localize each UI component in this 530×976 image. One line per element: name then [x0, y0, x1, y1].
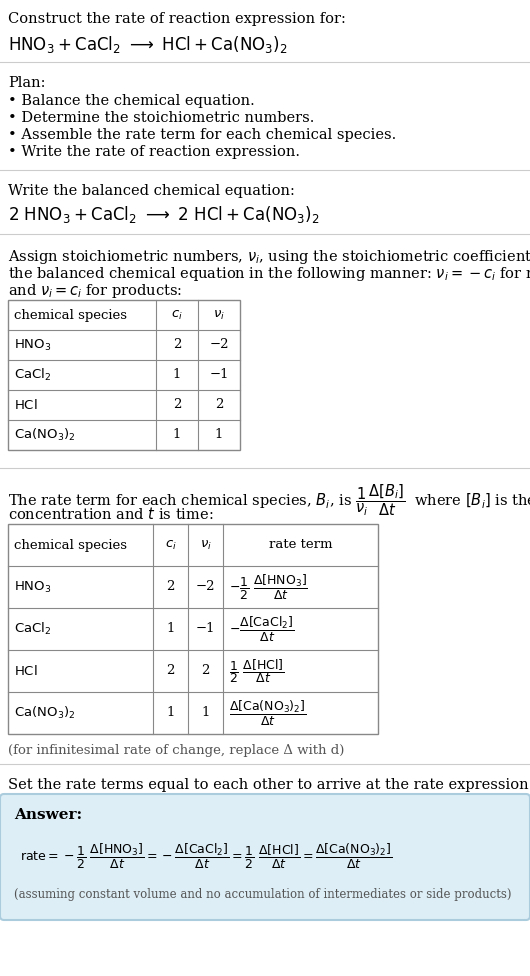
- Text: 2: 2: [166, 581, 175, 593]
- Text: 1: 1: [173, 428, 181, 441]
- Bar: [8, 524, 378, 734]
- Text: Assign stoichiometric numbers, $\nu_i$, using the stoichiometric coefficients, $: Assign stoichiometric numbers, $\nu_i$, …: [8, 248, 530, 266]
- Text: the balanced chemical equation in the following manner: $\nu_i = -c_i$ for react: the balanced chemical equation in the fo…: [8, 265, 530, 283]
- Text: $\mathrm{HCl}$: $\mathrm{HCl}$: [14, 398, 38, 412]
- Text: $-\dfrac{\Delta[\mathrm{CaCl_2}]}{\Delta t}$: $-\dfrac{\Delta[\mathrm{CaCl_2}]}{\Delta…: [229, 615, 294, 643]
- Text: $\nu_i$: $\nu_i$: [199, 539, 211, 551]
- Text: $\dfrac{1}{2}\ \dfrac{\Delta[\mathrm{HCl}]}{\Delta t}$: $\dfrac{1}{2}\ \dfrac{\Delta[\mathrm{HCl…: [229, 657, 285, 685]
- Text: Answer:: Answer:: [14, 808, 82, 822]
- Text: The rate term for each chemical species, $B_i$, is $\dfrac{1}{\nu_i}\dfrac{\Delt: The rate term for each chemical species,…: [8, 482, 530, 517]
- Text: −2: −2: [209, 339, 229, 351]
- Text: 2: 2: [173, 339, 181, 351]
- Text: 1: 1: [173, 369, 181, 382]
- Text: −1: −1: [196, 623, 215, 635]
- Text: −1: −1: [209, 369, 229, 382]
- Text: $-\dfrac{1}{2}\ \dfrac{\Delta[\mathrm{HNO_3}]}{\Delta t}$: $-\dfrac{1}{2}\ \dfrac{\Delta[\mathrm{HN…: [229, 573, 308, 601]
- Text: $\mathrm{2\ HNO_3 + CaCl_2 \ \longrightarrow \ 2\ HCl + Ca(NO_3)_2}$: $\mathrm{2\ HNO_3 + CaCl_2 \ \longrighta…: [8, 204, 320, 225]
- Text: • Determine the stoichiometric numbers.: • Determine the stoichiometric numbers.: [8, 111, 314, 125]
- Text: 1: 1: [215, 428, 223, 441]
- Text: 1: 1: [166, 707, 175, 719]
- Bar: [8, 300, 240, 450]
- Text: $\mathrm{rate} = -\dfrac{1}{2}\ \dfrac{\Delta[\mathrm{HNO_3}]}{\Delta t} = -\dfr: $\mathrm{rate} = -\dfrac{1}{2}\ \dfrac{\…: [20, 842, 393, 871]
- Text: $\mathrm{Ca(NO_3)_2}$: $\mathrm{Ca(NO_3)_2}$: [14, 427, 75, 443]
- Text: concentration and $t$ is time:: concentration and $t$ is time:: [8, 506, 214, 522]
- Text: $\nu_i$: $\nu_i$: [213, 308, 225, 321]
- Text: $c_i$: $c_i$: [165, 539, 176, 551]
- Text: −2: −2: [196, 581, 215, 593]
- Text: • Balance the chemical equation.: • Balance the chemical equation.: [8, 94, 255, 108]
- Text: $\dfrac{\Delta[\mathrm{Ca(NO_3)_2}]}{\Delta t}$: $\dfrac{\Delta[\mathrm{Ca(NO_3)_2}]}{\De…: [229, 699, 307, 727]
- Text: (for infinitesimal rate of change, replace Δ with d): (for infinitesimal rate of change, repla…: [8, 744, 344, 757]
- Text: Construct the rate of reaction expression for:: Construct the rate of reaction expressio…: [8, 12, 346, 26]
- Text: $\mathrm{HCl}$: $\mathrm{HCl}$: [14, 664, 38, 678]
- Text: Plan:: Plan:: [8, 76, 46, 90]
- Text: 2: 2: [166, 665, 175, 677]
- Text: 2: 2: [215, 398, 223, 412]
- Text: and $\nu_i = c_i$ for products:: and $\nu_i = c_i$ for products:: [8, 282, 182, 300]
- Text: $c_i$: $c_i$: [171, 308, 183, 321]
- Text: rate term: rate term: [269, 539, 332, 551]
- Text: Write the balanced chemical equation:: Write the balanced chemical equation:: [8, 184, 295, 198]
- Text: • Write the rate of reaction expression.: • Write the rate of reaction expression.: [8, 145, 300, 159]
- Text: $\mathrm{HNO_3}$: $\mathrm{HNO_3}$: [14, 580, 51, 594]
- Text: $\mathrm{HNO_3 + CaCl_2 \ \longrightarrow \ HCl + Ca(NO_3)_2}$: $\mathrm{HNO_3 + CaCl_2 \ \longrightarro…: [8, 34, 288, 55]
- Text: 1: 1: [201, 707, 210, 719]
- Text: • Assemble the rate term for each chemical species.: • Assemble the rate term for each chemic…: [8, 128, 396, 142]
- FancyBboxPatch shape: [0, 794, 530, 920]
- Text: (assuming constant volume and no accumulation of intermediates or side products): (assuming constant volume and no accumul…: [14, 888, 511, 901]
- Text: $\mathrm{CaCl_2}$: $\mathrm{CaCl_2}$: [14, 367, 51, 383]
- Text: $\mathrm{CaCl_2}$: $\mathrm{CaCl_2}$: [14, 621, 51, 637]
- Text: $\mathrm{HNO_3}$: $\mathrm{HNO_3}$: [14, 338, 51, 352]
- Text: 1: 1: [166, 623, 175, 635]
- Text: 2: 2: [173, 398, 181, 412]
- Text: Set the rate terms equal to each other to arrive at the rate expression:: Set the rate terms equal to each other t…: [8, 778, 530, 792]
- Text: $\mathrm{Ca(NO_3)_2}$: $\mathrm{Ca(NO_3)_2}$: [14, 705, 75, 721]
- Text: 2: 2: [201, 665, 210, 677]
- Text: chemical species: chemical species: [14, 539, 127, 551]
- Text: chemical species: chemical species: [14, 308, 127, 321]
